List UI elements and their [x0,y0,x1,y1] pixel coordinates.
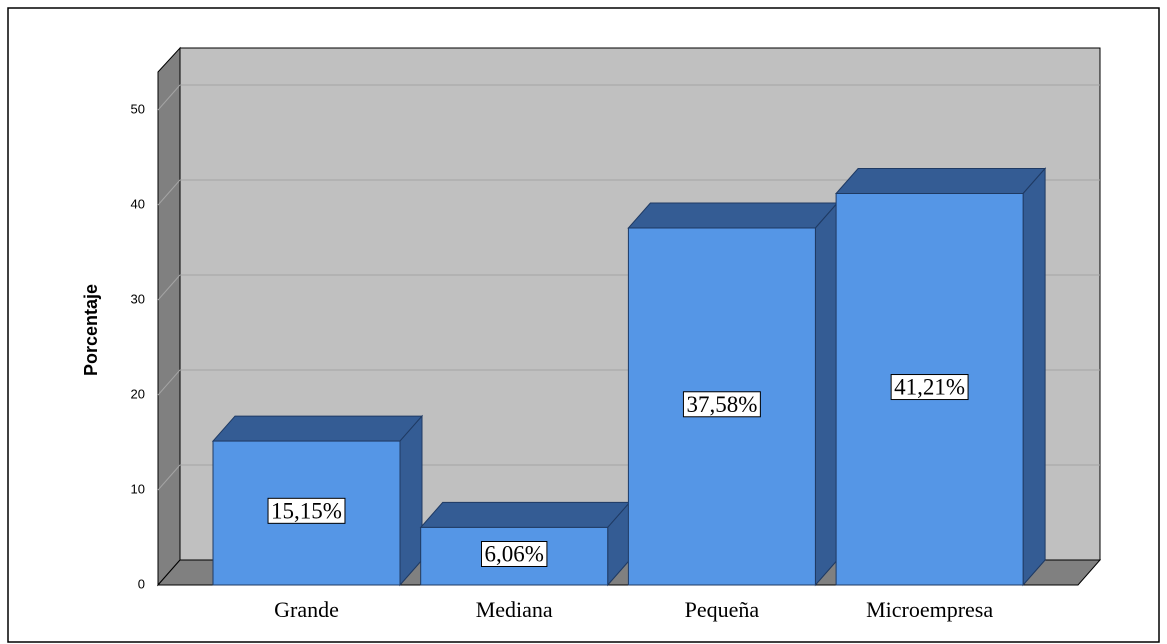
y-tick-label: 10 [131,481,145,496]
value-label-box [480,540,548,567]
bar-side [1022,167,1046,587]
bar-top [419,501,631,528]
value-label-box [682,391,761,418]
value-label-box [267,497,346,524]
x-tick-label: Grande [274,597,339,622]
y-tick-label: 0 [138,576,145,591]
x-tick-label: Mediana [476,597,553,622]
y-tick-label: 30 [131,291,145,306]
bar-top [627,202,839,229]
y-axis-title: Porcentaje [81,284,101,376]
grid-line [157,369,181,396]
grid-line [157,84,181,111]
bar: 41,21% [834,167,1047,587]
y-tick-label: 40 [131,196,145,211]
grid-line [157,274,181,301]
bar-side [814,201,838,587]
grid-line [157,464,181,491]
bar-top [834,168,1047,195]
value-label-box [890,374,969,401]
bars: 15,15% 6,06% 37,58% 41,21% [211,167,1047,587]
value-label: 15,15% [271,498,342,523]
value-label: 6,06% [484,541,543,566]
bar-top [211,415,424,442]
value-label: 41,21% [894,375,965,400]
bar-side [399,414,423,587]
bar: 6,06% [419,501,631,587]
y-tick-label: 20 [131,386,145,401]
value-label: 37,58% [686,392,757,417]
grid-line [157,179,181,206]
y-tick-label: 50 [131,101,145,116]
x-tick-label: Pequeña [685,597,760,622]
bar: 37,58% [627,201,839,587]
bar: 15,15% [211,414,424,587]
x-tick-label: Microempresa [866,597,993,622]
left-wall [157,46,181,587]
